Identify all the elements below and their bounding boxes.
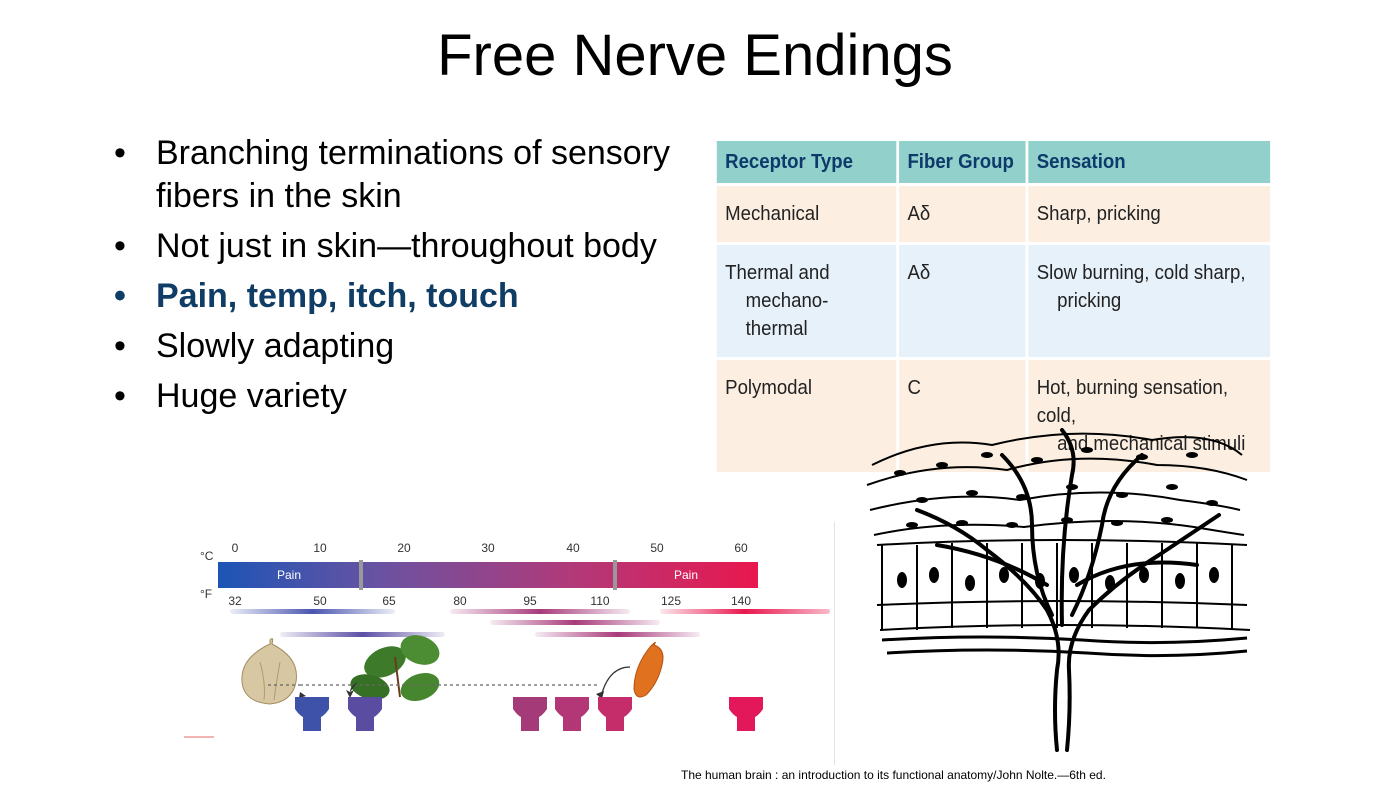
fahrenheit-tick: 125: [661, 594, 681, 608]
receptor-range-bar: [280, 632, 445, 637]
bullet-text: Not just in skin—throughout body: [156, 227, 657, 265]
header-receptor-type: Receptor Type: [716, 141, 897, 183]
bullet-item: • Branching terminations of sensory fiber…: [110, 132, 710, 218]
figure-divider: [834, 522, 835, 765]
bullet-dot: •: [114, 277, 126, 315]
arrow-icon: [601, 666, 631, 694]
receptor-range-bar: [490, 620, 660, 625]
receptor-range-bar: [535, 632, 700, 637]
pain-threshold-marker: [359, 560, 363, 590]
fahrenheit-unit: °F: [200, 587, 212, 601]
celsius-tick: 0: [232, 541, 239, 555]
receptor-table: Receptor Type Fiber Group Sensation Mech…: [714, 138, 1273, 475]
cell-fiber-group: Aδ: [899, 186, 1026, 242]
cell-receptor-type: Mechanical: [716, 186, 897, 242]
pain-label-cold: Pain: [277, 568, 301, 582]
fahrenheit-tick: 80: [453, 594, 467, 608]
slide-title: Free Nerve Endings: [437, 23, 953, 88]
cell-fiber-group: Aδ: [899, 245, 1026, 357]
bullet-dot: •: [114, 327, 126, 365]
celsius-tick: 30: [481, 541, 495, 555]
celsius-tick: 20: [397, 541, 411, 555]
cell-sensation: Hot, burning sensation, cold, and mechani…: [1028, 360, 1271, 472]
table-row: Mechanical Aδ Sharp, pricking: [716, 186, 1271, 242]
table-header-row: Receptor Type Fiber Group Sensation: [716, 141, 1271, 183]
bullet-dot: •: [114, 134, 126, 172]
bullet-item: • Slowly adapting: [110, 325, 710, 368]
celsius-unit: °C: [200, 549, 214, 563]
range-stub: [184, 736, 214, 738]
fahrenheit-ticks: 32 50 65 80 95 110 125 140: [228, 594, 751, 608]
fahrenheit-tick: 50: [313, 594, 327, 608]
receptor-range-bar: [230, 609, 395, 614]
free-nerve-ending-illustration: [866, 428, 1251, 752]
chili-pepper-icon: [633, 641, 664, 698]
pain-threshold-marker: [613, 560, 617, 590]
cell-text: Hot, burning sensation, cold,: [1036, 377, 1228, 427]
fahrenheit-tick: 140: [731, 594, 751, 608]
bullet-text: Slowly adapting: [156, 327, 395, 365]
celsius-ticks: 0 10 20 30 40 50 60: [232, 541, 748, 555]
cell-text: Mechanical: [725, 203, 820, 225]
bullet-item: • Huge variety: [110, 375, 710, 418]
arrow-icon: [346, 682, 358, 698]
cell-fiber-group: C: [899, 360, 1026, 472]
pain-label-hot: Pain: [674, 568, 698, 582]
header-fiber-group: Fiber Group: [899, 141, 1026, 183]
cell-sensation: Slow burning, cold sharp, pricking: [1028, 245, 1271, 357]
cell-receptor-type: Thermal and mechano-thermal: [716, 245, 897, 357]
temperature-receptor-figure: °C °F 0 10 20 30 40 50 60 Pain Pain 32 5…: [184, 541, 830, 738]
table-row: Polymodal C Hot, burning sensation, cold…: [716, 360, 1271, 472]
citation-text: The human brain : an introduction to its…: [681, 768, 1106, 782]
cell-sensation: Sharp, pricking: [1028, 186, 1271, 242]
cell-text: Sharp, pricking: [1036, 203, 1161, 225]
cell-receptor-type: Polymodal: [716, 360, 897, 472]
celsius-tick: 50: [650, 541, 664, 555]
bullet-text: Branching terminations of sensory fibers…: [156, 134, 671, 215]
cell-text: pricking: [1057, 290, 1122, 312]
bullet-dot: •: [114, 227, 126, 265]
temperature-bar: [218, 562, 758, 588]
bullet-item: • Not just in skin—throughout body: [110, 225, 710, 268]
fahrenheit-tick: 95: [523, 594, 537, 608]
table-row: Thermal and mechano-thermal Aδ Slow burni…: [716, 245, 1271, 357]
celsius-tick: 10: [313, 541, 327, 555]
mint-leaf-icon: [350, 635, 440, 702]
cell-text: Slow burning, cold sharp,: [1036, 262, 1246, 284]
receptor-range-bar: [450, 609, 630, 614]
fahrenheit-tick: 110: [590, 594, 609, 608]
fahrenheit-tick: 32: [228, 594, 242, 608]
cell-text: mechano-thermal: [745, 290, 829, 340]
header-sensation: Sensation: [1028, 141, 1271, 183]
bullet-item-highlighted: • Pain, temp, itch, touch: [110, 275, 710, 318]
garlic-icon: [241, 638, 297, 705]
celsius-tick: 40: [566, 541, 580, 555]
fahrenheit-tick: 65: [382, 594, 396, 608]
celsius-tick: 60: [734, 541, 748, 555]
arrow-icon: [299, 692, 306, 698]
bullet-text: Huge variety: [156, 377, 347, 415]
receptor-range-bar: [660, 609, 830, 614]
cell-text: Thermal and: [725, 262, 830, 284]
bullet-list: • Branching terminations of sensory fiber…: [110, 132, 710, 425]
ion-channel-icon: [295, 697, 763, 731]
bullet-text: Pain, temp, itch, touch: [156, 277, 519, 315]
bullet-dot: •: [114, 377, 126, 415]
cell-text: Polymodal: [725, 377, 813, 399]
